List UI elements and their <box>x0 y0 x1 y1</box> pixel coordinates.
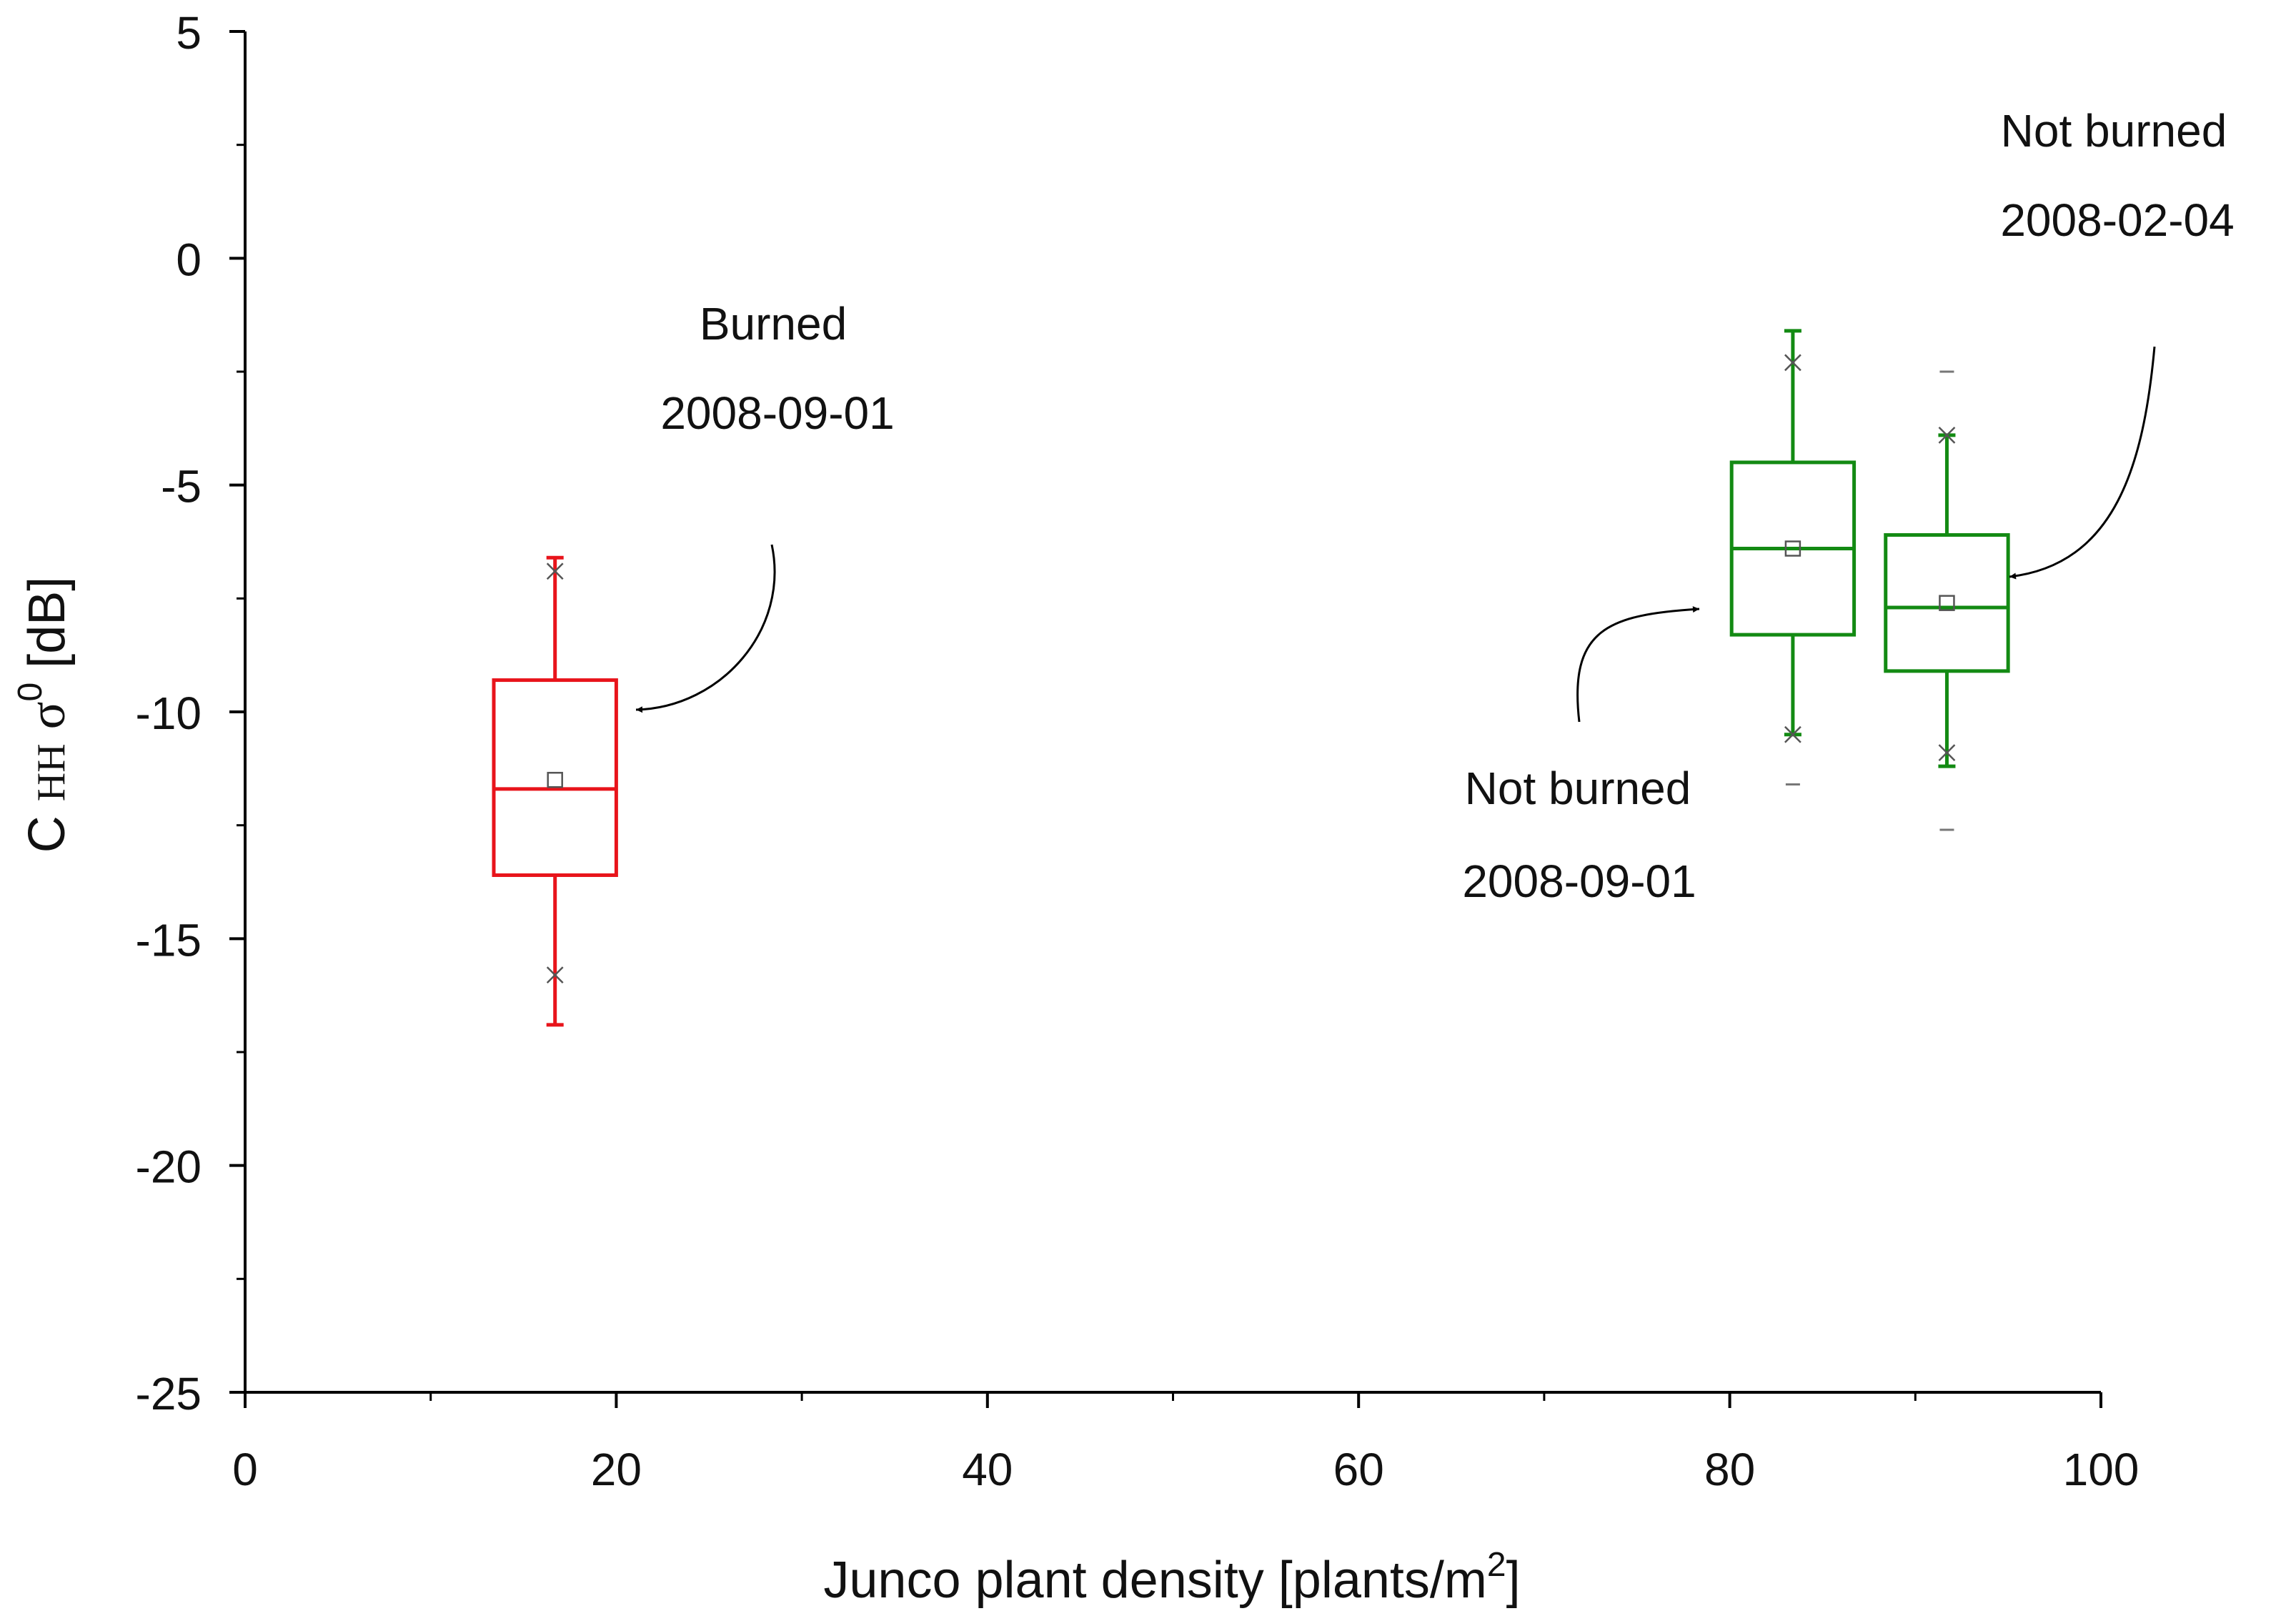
x-axis-ticks: 0 20 40 60 80 100 <box>232 1392 2139 1495</box>
interquartile-box <box>492 678 618 877</box>
x-tick-label: 60 <box>1333 1444 1384 1495</box>
annotation-not-burned-0901-line2: 2008-09-01 <box>1462 856 1696 907</box>
percentile-1-marker <box>1784 725 1801 743</box>
annotation-not-burned-0204-line1: Not burned <box>2001 105 2227 157</box>
y-tick-label: -20 <box>136 1141 202 1193</box>
y-axis-title-subscript: HH <box>29 743 74 801</box>
y-tick-label: -15 <box>136 914 202 966</box>
arrow-not-burned-0204 <box>2009 346 2156 580</box>
x-axis-title-superscript: 2 <box>1487 1546 1506 1584</box>
y-axis-title-superscript: 0 <box>11 683 49 702</box>
x-axis-title: Junco plant density [plants/m2] <box>823 1546 1520 1609</box>
y-axis-ticks: 5 0 -5 -10 -15 -20 -25 <box>136 7 245 1419</box>
y-tick-label: 0 <box>176 234 202 285</box>
mean-marker <box>1939 595 1955 611</box>
y-axis-title: C HH σ0 [dB] <box>0 577 76 853</box>
x-axis-title-end: ] <box>1506 1552 1521 1609</box>
x-tick-label: 100 <box>2063 1444 2140 1495</box>
x-tick-label: 80 <box>1704 1444 1755 1495</box>
y-axis-title-sigma: σ <box>19 702 76 730</box>
percentile-99-marker <box>1938 426 1956 444</box>
percentile-1-marker <box>1938 744 1956 762</box>
y-tick-label: -25 <box>136 1368 202 1419</box>
cross-stroke <box>1784 725 1801 743</box>
box-plot <box>1729 329 1857 786</box>
box-plot <box>1884 370 2010 831</box>
y-axis-title-prefix: C <box>19 816 76 853</box>
mean-marker <box>547 771 563 788</box>
annotation-burned-line1: Burned <box>700 298 847 350</box>
x-tick-label: 0 <box>232 1444 258 1495</box>
x-tick-label: 40 <box>962 1444 1013 1495</box>
annotation-burned-line2: 2008-09-01 <box>660 387 894 439</box>
interquartile-box <box>1884 532 2010 673</box>
y-axis-title-suffix: [dB] <box>19 577 76 668</box>
x-tick-label: 20 <box>591 1444 642 1495</box>
cross-stroke <box>1784 354 1801 372</box>
box-plot <box>492 555 618 1027</box>
annotation-not-burned-0901-line1: Not burned <box>1465 763 1691 814</box>
box-series <box>492 329 2010 1027</box>
y-tick-label: 5 <box>176 7 202 59</box>
cross-stroke <box>546 562 564 580</box>
cross-stroke <box>1938 744 1956 762</box>
annotation-not-burned-0204-line2: 2008-02-04 <box>2000 194 2234 246</box>
x-axis-title-main: Junco plant density [plants/m <box>823 1552 1487 1609</box>
cross-stroke <box>546 966 564 983</box>
percentile-1-marker <box>546 966 564 983</box>
y-tick-label: -10 <box>136 688 202 739</box>
percentile-99-marker <box>1784 354 1801 372</box>
arrow-not-burned-0901 <box>1576 606 1700 723</box>
percentile-99-marker <box>546 562 564 580</box>
cross-stroke <box>1938 426 1956 444</box>
y-tick-label: -5 <box>161 461 202 512</box>
arrow-burned <box>635 544 776 713</box>
mean-marker <box>1784 540 1801 557</box>
